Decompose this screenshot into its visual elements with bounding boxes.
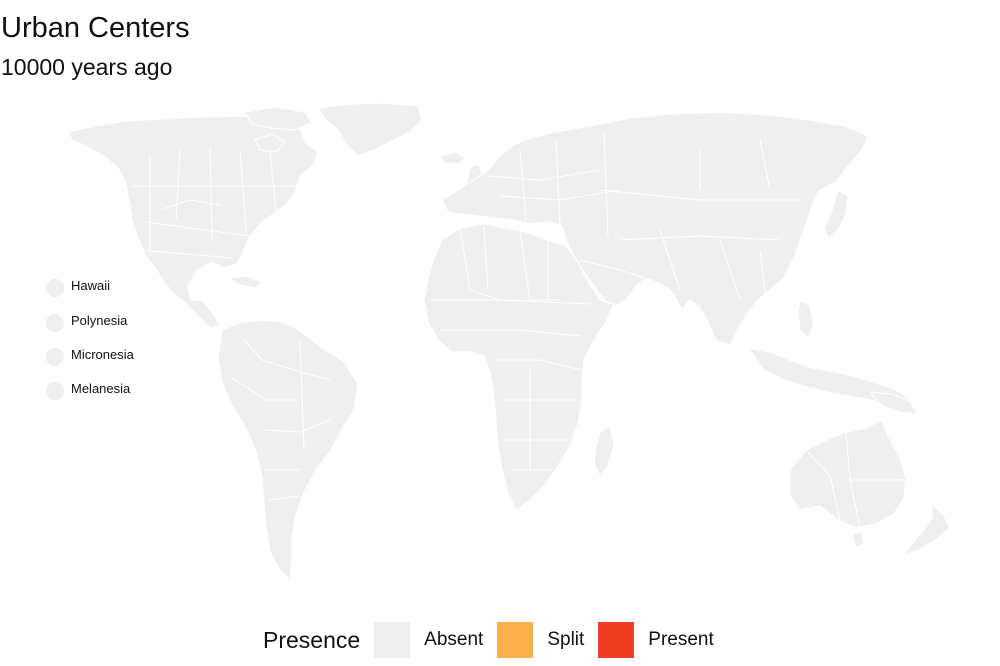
new-guinea-landmass: [869, 391, 919, 415]
hudson-area-islands: [254, 133, 286, 153]
philippines-islands: [797, 299, 815, 339]
eurasia-landmass: [441, 111, 869, 346]
greenland-landmass: [317, 102, 423, 157]
country-borders: [132, 131, 906, 529]
hawaii-marker: [46, 279, 64, 297]
arctic-islands: [244, 106, 313, 131]
micronesia-label: Micronesia: [71, 347, 135, 362]
africa-landmass: [423, 223, 615, 511]
island-group-list: Hawaii Polynesia Micronesia Melanesia: [46, 278, 135, 400]
legend-swatch-present: [598, 622, 635, 658]
legend-label-absent: Absent: [424, 629, 484, 650]
new-zealand-landmass: [901, 503, 951, 557]
legend-label-present: Present: [648, 629, 714, 650]
caribbean-islands: [227, 275, 263, 289]
melanesia-label: Melanesia: [71, 381, 131, 396]
legend-swatch-split: [497, 622, 534, 658]
map-title: Urban Centers: [1, 12, 190, 44]
japan-landmass: [823, 189, 849, 239]
madagascar-landmass: [593, 425, 615, 477]
tasmania-landmass: [851, 531, 865, 549]
iceland-landmass: [439, 151, 467, 165]
map-subtitle: 10000 years ago: [1, 54, 173, 80]
map-legend: Presence Absent Split Present: [263, 621, 728, 659]
australia-landmass: [789, 419, 907, 529]
polynesia-marker: [46, 314, 64, 332]
polynesia-label: Polynesia: [71, 313, 128, 328]
legend-swatch-absent: [374, 622, 411, 658]
south-america-landmass: [217, 319, 359, 581]
legend-title: Presence: [263, 626, 361, 653]
micronesia-marker: [46, 348, 64, 366]
melanesia-marker: [46, 382, 64, 400]
legend-label-split: Split: [547, 629, 585, 650]
hawaii-label: Hawaii: [71, 278, 110, 293]
north-america-landmass: [67, 115, 319, 329]
